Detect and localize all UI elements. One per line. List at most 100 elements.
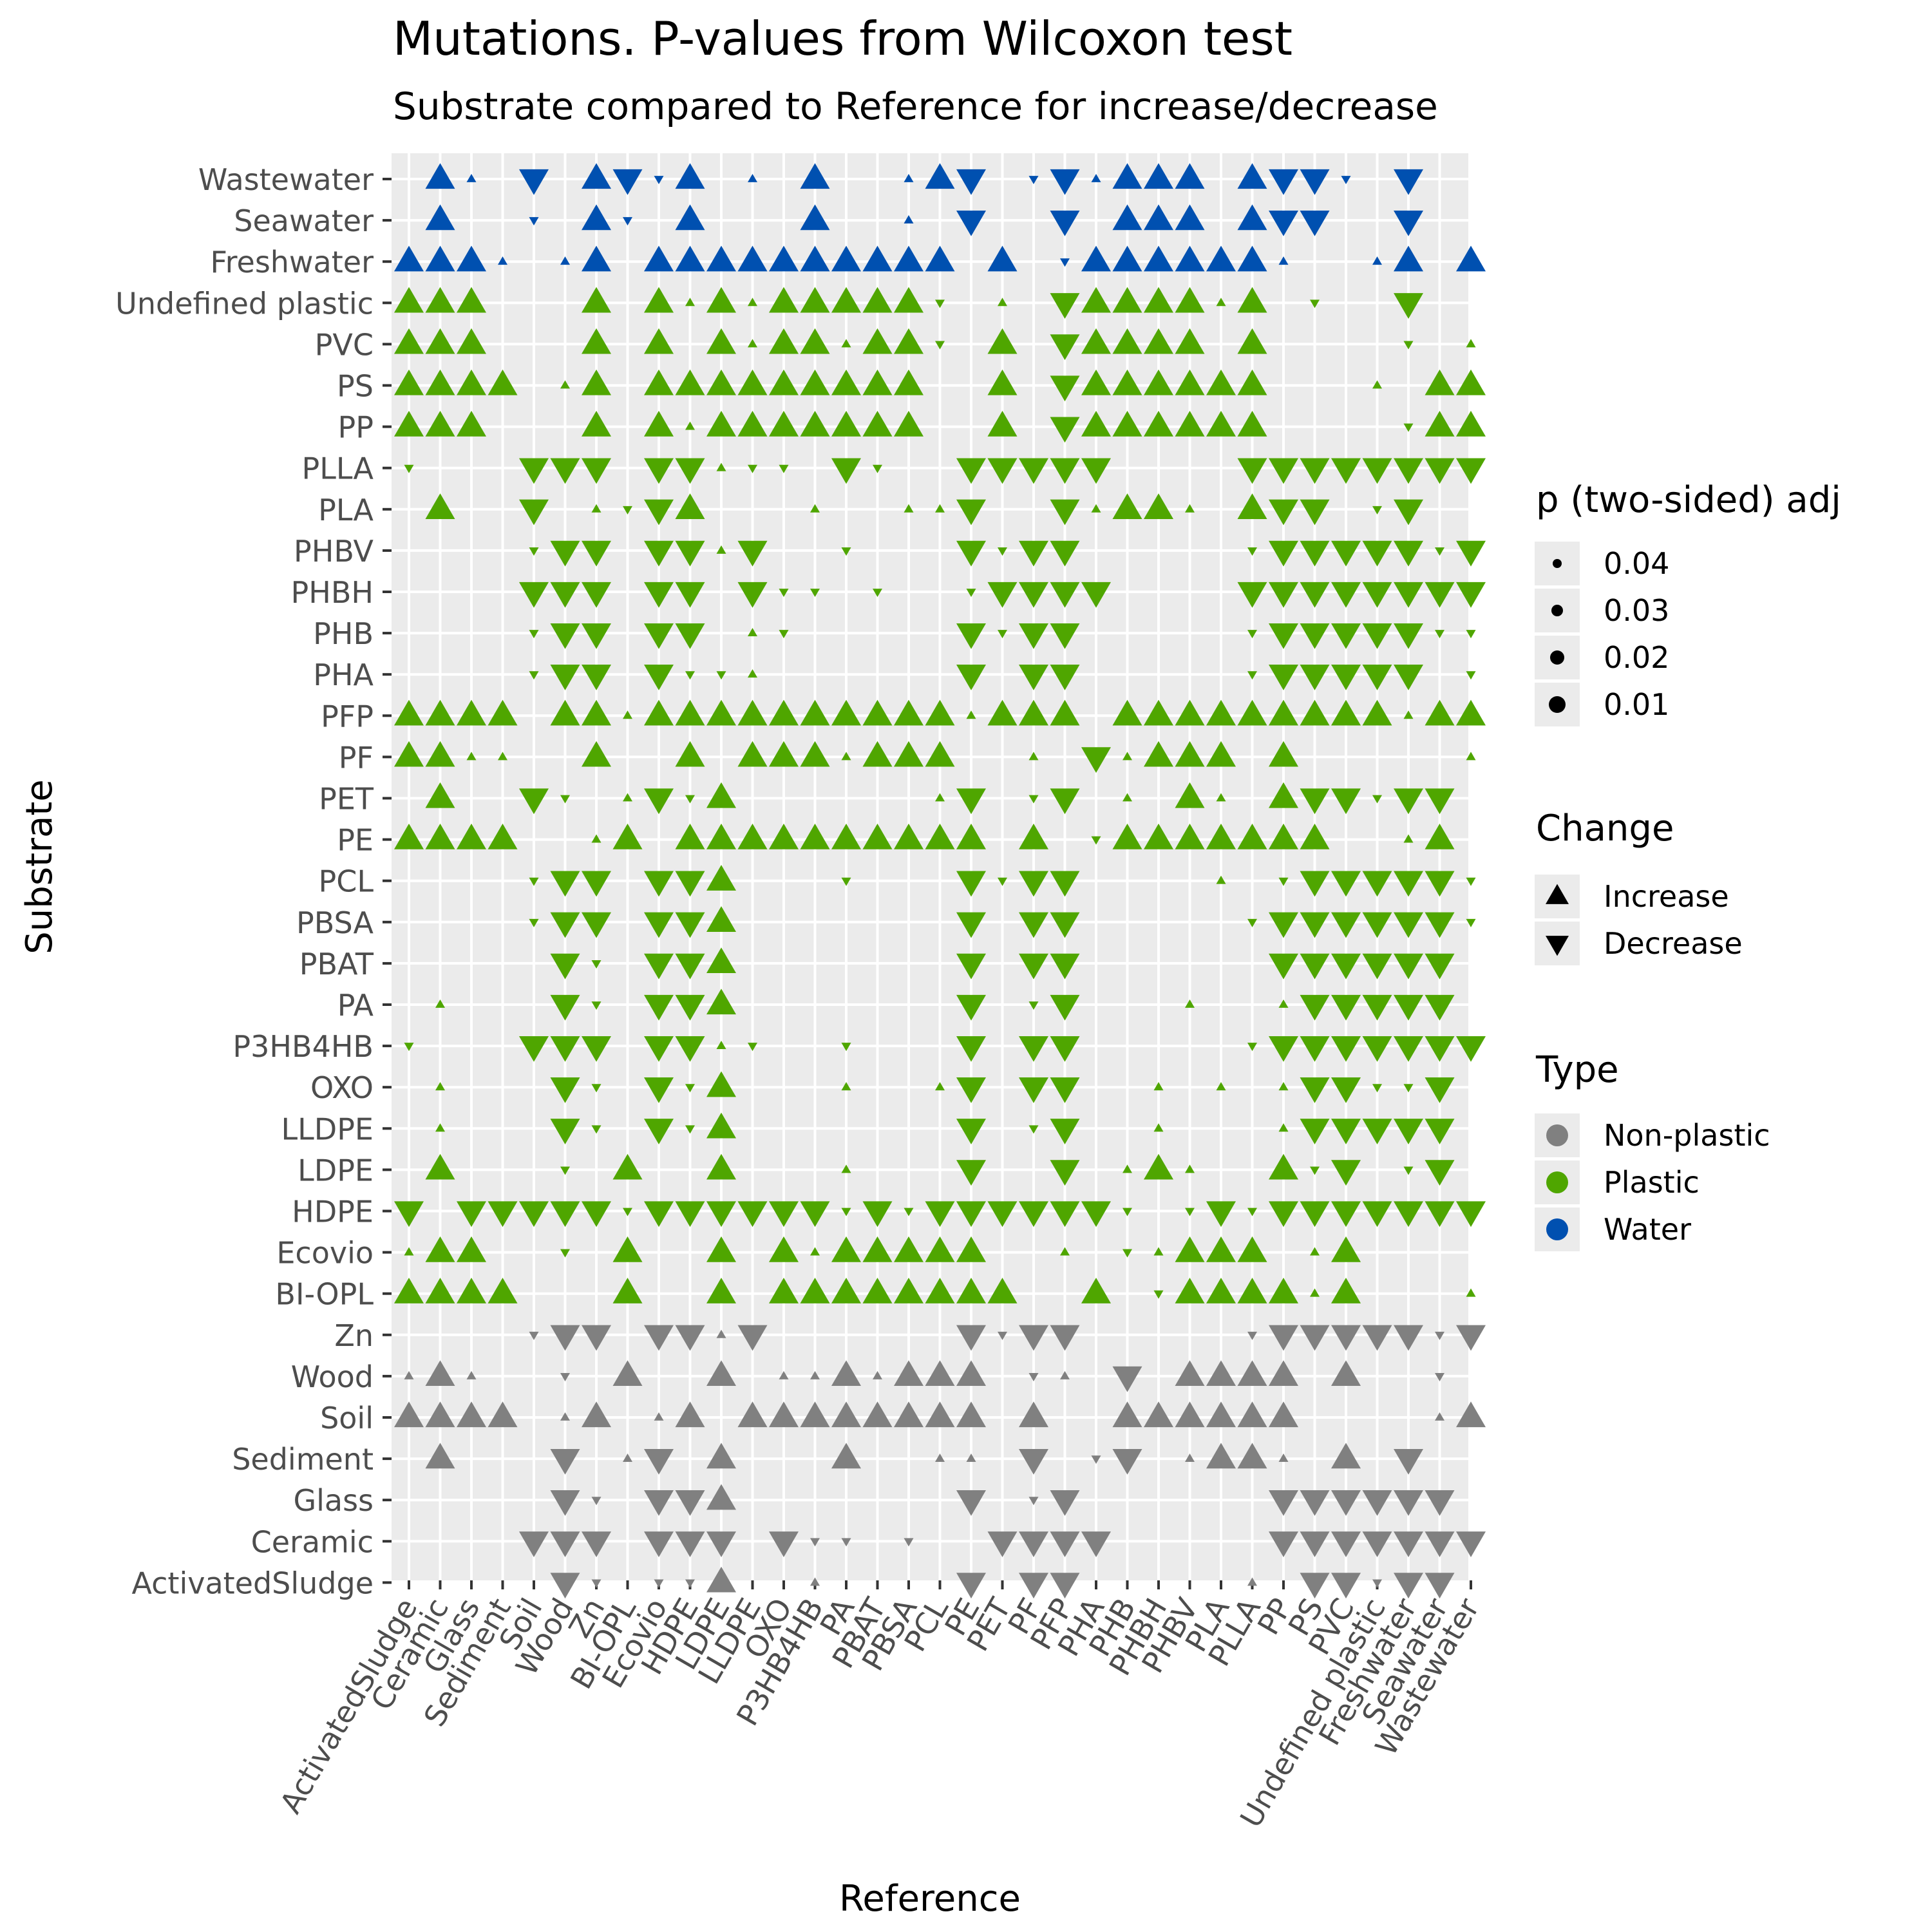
marker-bi-opl-vs-bi-opl xyxy=(612,1278,643,1303)
legend-type-dot-plastic xyxy=(1546,1171,1568,1193)
marker-pe-vs-phbh xyxy=(1144,823,1173,849)
marker-phbv-vs-hdpe xyxy=(675,540,705,567)
marker-bi-opl-vs-oxo xyxy=(769,1278,799,1303)
marker-pet-vs-wood xyxy=(560,795,570,804)
y-tick-label-ps: PS xyxy=(337,369,374,404)
marker-pp-vs-seawater xyxy=(1425,410,1455,437)
marker-ecovio-vs-pvc xyxy=(1331,1236,1361,1262)
marker-wastewater-vs-bi-opl xyxy=(612,169,643,195)
marker-hdpe-vs-soil xyxy=(519,1201,549,1227)
marker-freshwater-vs-pbat xyxy=(862,245,893,272)
marker-ldpe-vs-ps xyxy=(1310,1166,1320,1175)
marker-wastewater-vs-phbv xyxy=(1175,163,1205,189)
marker-soil-vs-phbv xyxy=(1175,1401,1205,1428)
y-tick-label-ldpe: LDPE xyxy=(298,1153,374,1188)
marker-pha-vs-soil xyxy=(529,671,539,680)
marker-pcl-vs-pf xyxy=(1019,871,1048,897)
marker-pa-vs-phbv xyxy=(1185,999,1195,1008)
marker-pla-vs-pp xyxy=(1269,499,1298,526)
marker-soil-vs-lldpe xyxy=(737,1401,768,1428)
marker-soil-vs-wastewater xyxy=(1456,1401,1486,1428)
marker-pp-vs-phbv xyxy=(1175,410,1205,437)
marker-phb-vs-lldpe xyxy=(748,628,757,637)
marker-pbsa-vs-zn xyxy=(582,912,611,938)
marker-pbsa-vs-wastewater xyxy=(1466,918,1476,927)
marker-phbv-vs-ps xyxy=(1300,540,1330,567)
marker-pbsa-vs-hdpe xyxy=(675,912,705,938)
marker-pet-vs-freshwater xyxy=(1394,788,1423,815)
marker-pe-vs-pa xyxy=(831,823,861,849)
marker-ps-vs-ecovio xyxy=(644,369,674,395)
marker-sediment-vs-ldpe xyxy=(706,1443,736,1469)
marker-pbat-vs-pfp xyxy=(1050,953,1080,980)
marker-lldpe-vs-seawater xyxy=(1425,1119,1455,1144)
marker-pa-vs-seawater xyxy=(1425,994,1455,1021)
marker-ecovio-vs-pcl xyxy=(925,1236,955,1262)
marker-ldpe-vs-phbv xyxy=(1185,1164,1195,1173)
marker-lldpe-vs-pp xyxy=(1278,1123,1289,1132)
chart-subtitle: Substrate compared to Reference for incr… xyxy=(393,84,1438,128)
marker-pla-vs-pe xyxy=(956,499,986,526)
marker-pf-vs-phb xyxy=(1122,752,1132,761)
legend-type-keys: Non-plastic Plastic Water xyxy=(1535,1113,1770,1251)
marker-oxo-vs-phbh xyxy=(1153,1082,1164,1091)
marker-p3hb4hb-vs-wastewater xyxy=(1456,1036,1486,1062)
marker-wood-vs-pp xyxy=(1269,1360,1298,1387)
marker-soil-vs-pcl xyxy=(925,1401,955,1428)
marker-pfp-vs-ecovio xyxy=(644,699,674,726)
marker-undefined-plastic-vs-zn xyxy=(582,287,611,313)
marker-phbv-vs-seawater xyxy=(1435,547,1444,556)
marker-soil-vs-pbsa xyxy=(894,1401,923,1428)
marker-plla-vs-wood xyxy=(550,458,580,484)
marker-pf-vs-phbh xyxy=(1144,741,1173,767)
marker-zn-vs-wastewater xyxy=(1456,1325,1486,1351)
marker-ldpe-vs-bi-opl xyxy=(612,1153,643,1180)
marker-wastewater-vs-ps xyxy=(1300,169,1330,195)
y-tick-label-bi-opl: BI-OPL xyxy=(275,1277,374,1312)
marker-wastewater-vs-hdpe xyxy=(675,163,705,189)
marker-wood-vs-pvc xyxy=(1331,1360,1361,1387)
marker-sediment-vs-pf xyxy=(1019,1448,1048,1475)
marker-pe-vs-glass xyxy=(457,823,486,849)
marker-pet-vs-undefined-plastic xyxy=(1372,795,1382,804)
marker-hdpe-vs-pvc xyxy=(1331,1201,1361,1227)
marker-soil-vs-plla xyxy=(1237,1401,1267,1428)
marker-ceramic-vs-pet xyxy=(987,1531,1018,1557)
marker-phbv-vs-freshwater xyxy=(1394,540,1423,567)
marker-phb-vs-freshwater xyxy=(1394,623,1423,649)
legend-increase-triangle-icon xyxy=(1546,884,1569,904)
marker-pvc-vs-pcl xyxy=(935,341,945,350)
marker-phbv-vs-pe xyxy=(956,540,986,567)
marker-pet-vs-phbv xyxy=(1175,782,1205,808)
marker-ps-vs-activatedsludge xyxy=(394,369,424,395)
marker-wood-vs-ceramic xyxy=(425,1360,455,1387)
marker-lldpe-vs-freshwater xyxy=(1394,1119,1423,1144)
marker-zn-vs-pp xyxy=(1269,1325,1298,1351)
marker-glass-vs-hdpe xyxy=(675,1490,705,1516)
marker-p3hb4hb-vs-seawater xyxy=(1425,1036,1455,1062)
marker-pcl-vs-undefined-plastic xyxy=(1362,871,1392,897)
marker-ldpe-vs-phbh xyxy=(1144,1153,1173,1180)
marker-pfp-vs-activatedsludge xyxy=(394,699,424,726)
y-tick-label-wood: Wood xyxy=(291,1359,374,1394)
marker-pf-vs-sediment xyxy=(498,752,507,761)
marker-seawater-vs-ceramic xyxy=(425,204,455,231)
marker-bi-opl-vs-pla xyxy=(1206,1278,1236,1303)
marker-pbat-vs-hdpe xyxy=(675,953,705,980)
marker-freshwater-vs-phbh xyxy=(1144,245,1173,272)
marker-oxo-vs-ceramic xyxy=(435,1082,445,1091)
marker-freshwater-vs-pbsa xyxy=(894,245,923,272)
marker-pe-vs-freshwater xyxy=(1403,834,1414,843)
marker-pa-vs-ecovio xyxy=(644,994,674,1021)
marker-seawater-vs-zn xyxy=(582,204,611,231)
marker-p3hb4hb-vs-lldpe xyxy=(748,1043,757,1052)
marker-ps-vs-ldpe xyxy=(706,369,736,395)
marker-glass-vs-ldpe xyxy=(706,1484,736,1510)
marker-pf-vs-hdpe xyxy=(675,741,705,767)
marker-pbat-vs-wood xyxy=(550,953,580,980)
marker-pfp-vs-pbsa xyxy=(894,699,923,726)
marker-wood-vs-bi-opl xyxy=(612,1360,643,1387)
marker-phbh-vs-freshwater xyxy=(1394,582,1423,608)
marker-pf-vs-pa xyxy=(841,752,851,761)
